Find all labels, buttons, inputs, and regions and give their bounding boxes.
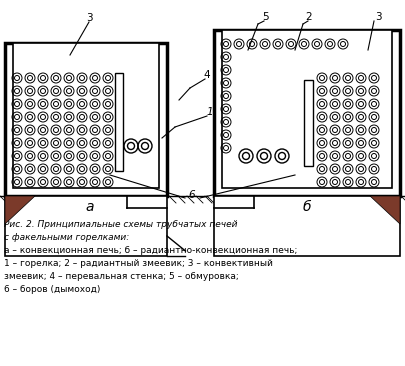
- Text: 3: 3: [85, 13, 92, 23]
- Text: 6 – боров (дымоход): 6 – боров (дымоход): [4, 285, 100, 294]
- Bar: [303, 80, 312, 166]
- Text: змеевик; 4 – перевальная стенка; 5 – обмуровка;: змеевик; 4 – перевальная стенка; 5 – обм…: [4, 272, 238, 281]
- Bar: [222, 30, 391, 188]
- Text: 6: 6: [188, 190, 195, 200]
- Polygon shape: [369, 196, 399, 224]
- Text: 4: 4: [203, 70, 210, 80]
- Text: 2: 2: [305, 12, 311, 22]
- Bar: [213, 30, 399, 196]
- Text: Рис. 2. Принципиальные схемы трубчатых печей: Рис. 2. Принципиальные схемы трубчатых п…: [4, 220, 237, 229]
- Bar: [5, 196, 166, 256]
- Polygon shape: [5, 196, 35, 224]
- Bar: [213, 196, 399, 256]
- Text: 1 – горелка; 2 – радиантный змеевик; 3 – конвективный: 1 – горелка; 2 – радиантный змеевик; 3 –…: [4, 259, 272, 268]
- Text: 3: 3: [374, 12, 380, 22]
- Text: 1: 1: [206, 107, 213, 117]
- Text: б: б: [302, 200, 311, 214]
- Text: 5: 5: [262, 12, 269, 22]
- Bar: [115, 73, 123, 171]
- Bar: [5, 43, 166, 196]
- Bar: [13, 43, 159, 188]
- Text: а: а: [85, 200, 94, 214]
- Text: а – конвекционная печь; б – радиантно-конвекционная печь;: а – конвекционная печь; б – радиантно-ко…: [4, 246, 296, 255]
- Text: с факельными горелками:: с факельными горелками:: [4, 233, 129, 242]
